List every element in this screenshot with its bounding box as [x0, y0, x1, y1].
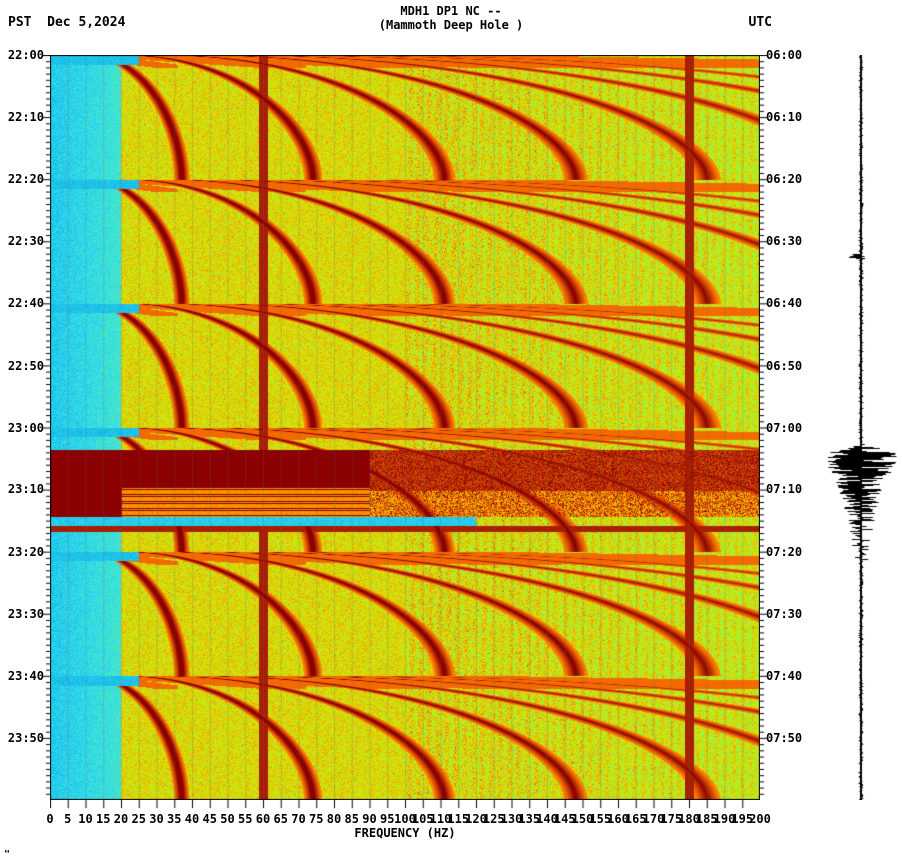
- x-tick-label: 90: [362, 812, 376, 826]
- y-right-tick-label: 06:50: [766, 359, 802, 373]
- waveform-plot: [820, 55, 902, 800]
- x-tick-label: 15: [96, 812, 110, 826]
- y-right-tick-label: 06:00: [766, 48, 802, 62]
- x-tick-label: 35: [167, 812, 181, 826]
- y-right-tick-label: 07:40: [766, 669, 802, 683]
- waveform-canvas: [820, 55, 902, 800]
- x-tick-label: 0: [46, 812, 53, 826]
- y-right-tick-label: 06:30: [766, 234, 802, 248]
- x-tick-label: 75: [309, 812, 323, 826]
- y-left-tick-label: 23:10: [8, 482, 44, 496]
- y-left-tick-label: 23:30: [8, 607, 44, 621]
- y-right-tick-label: 06:10: [766, 110, 802, 124]
- y-left-tick-label: 23:20: [8, 545, 44, 559]
- x-tick-label: 45: [203, 812, 217, 826]
- y-left-tick-label: 22:20: [8, 172, 44, 186]
- x-tick-label: 5: [64, 812, 71, 826]
- station-id: MDH1 DP1 NC --: [400, 4, 501, 18]
- y-right-tick-label: 06:20: [766, 172, 802, 186]
- footer-mark: ": [4, 849, 10, 860]
- x-tick-label: 70: [291, 812, 305, 826]
- header-left: PST Dec 5,2024: [8, 15, 125, 30]
- y-right-tick-label: 07:20: [766, 545, 802, 559]
- y-left-tick-label: 23:50: [8, 731, 44, 745]
- station-name: (Mammoth Deep Hole ): [379, 18, 524, 32]
- spectrogram-canvas: [50, 55, 760, 800]
- y-left-tick-label: 23:00: [8, 421, 44, 435]
- x-tick-label: 30: [149, 812, 163, 826]
- y-axis-right: 06:0006:1006:2006:3006:4006:5007:0007:10…: [760, 55, 820, 800]
- timezone-right-label: UTC: [749, 15, 772, 30]
- date-label: Dec 5,2024: [47, 15, 125, 30]
- y-left-tick-label: 22:00: [8, 48, 44, 62]
- x-tick-label: 55: [238, 812, 252, 826]
- y-right-tick-label: 07:30: [766, 607, 802, 621]
- y-left-tick-label: 22:40: [8, 296, 44, 310]
- x-tick-label: 40: [185, 812, 199, 826]
- x-tick-label: 60: [256, 812, 270, 826]
- y-right-tick-label: 07:10: [766, 482, 802, 496]
- y-right-tick-label: 07:00: [766, 421, 802, 435]
- x-tick-label: 80: [327, 812, 341, 826]
- x-axis-title: FREQUENCY (HZ): [354, 826, 455, 840]
- y-left-tick-label: 22:10: [8, 110, 44, 124]
- x-tick-label: 25: [132, 812, 146, 826]
- x-tick-label: 50: [220, 812, 234, 826]
- x-tick-label: 65: [274, 812, 288, 826]
- x-tick-label: 95: [380, 812, 394, 826]
- x-axis: FREQUENCY (HZ) 0510152025303540455055606…: [50, 800, 760, 840]
- x-tick-label: 200: [749, 812, 771, 826]
- y-left-tick-label: 22:50: [8, 359, 44, 373]
- x-tick-label: 85: [345, 812, 359, 826]
- y-right-tick-label: 07:50: [766, 731, 802, 745]
- y-left-tick-label: 23:40: [8, 669, 44, 683]
- x-tick-label: 20: [114, 812, 128, 826]
- y-left-tick-label: 22:30: [8, 234, 44, 248]
- y-right-tick-label: 06:40: [766, 296, 802, 310]
- spectrogram-plot: [50, 55, 760, 800]
- x-tick-label: 10: [78, 812, 92, 826]
- y-axis-left: 22:0022:1022:2022:3022:4022:5023:0023:10…: [0, 55, 50, 800]
- header: PST Dec 5,2024 MDH1 DP1 NC -- (Mammoth D…: [0, 0, 902, 40]
- timezone-left-label: PST: [8, 15, 31, 30]
